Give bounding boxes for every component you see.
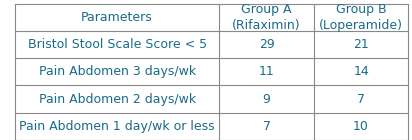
Bar (15, 86, 220, 113)
Bar (15, 31, 220, 58)
Bar (15, 4, 220, 31)
Text: 10: 10 (353, 120, 369, 133)
Text: Pain Abdomen 3 days/wk: Pain Abdomen 3 days/wk (39, 65, 196, 78)
Bar (15, 58, 220, 86)
Bar (314, 58, 408, 86)
Text: Bristol Stool Scale Score < 5: Bristol Stool Scale Score < 5 (28, 38, 207, 51)
Text: Group A
(Rifaximin): Group A (Rifaximin) (232, 3, 301, 32)
Text: 7: 7 (357, 93, 365, 106)
Text: 9: 9 (263, 93, 271, 106)
Text: Group B
(Loperamide): Group B (Loperamide) (319, 3, 403, 32)
Text: Parameters: Parameters (81, 11, 153, 24)
Text: 21: 21 (353, 38, 369, 51)
Text: 29: 29 (259, 38, 274, 51)
Text: 7: 7 (262, 120, 271, 133)
Bar (314, 4, 408, 31)
Bar (314, 86, 408, 113)
Bar (220, 58, 314, 86)
Bar (314, 31, 408, 58)
Text: 11: 11 (259, 65, 274, 78)
Bar (314, 113, 408, 140)
Bar (220, 113, 314, 140)
Bar (15, 113, 220, 140)
Text: 14: 14 (353, 65, 369, 78)
Bar (220, 31, 314, 58)
Bar (220, 4, 314, 31)
Text: Pain Abdomen 1 day/wk or less: Pain Abdomen 1 day/wk or less (19, 120, 215, 133)
Text: Pain Abdomen 2 days/wk: Pain Abdomen 2 days/wk (39, 93, 196, 106)
Bar (220, 86, 314, 113)
